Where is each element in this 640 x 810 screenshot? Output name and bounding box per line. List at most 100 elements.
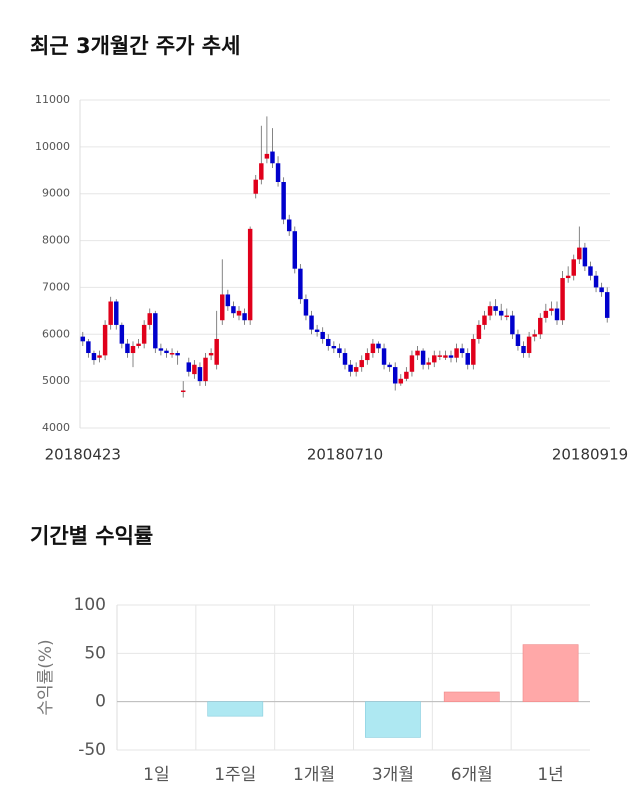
candle-body [337,348,342,354]
candle-body [286,219,292,232]
candle-body [565,275,571,279]
candle-body [342,353,348,365]
candle-body [398,378,404,384]
y-tick-label: 100 [74,595,106,615]
candle-body [242,313,247,321]
candle-body [97,355,102,358]
candle-body [577,247,582,260]
candle-body [376,343,381,349]
chart-title: 최근 3개월간 주가 추세 [30,34,240,58]
candle-body [314,329,320,332]
candle-body [303,299,309,316]
candle-body [498,310,504,316]
candle-body [582,247,588,267]
candle-body [437,355,443,357]
bar [522,644,579,702]
candle-body [476,324,482,339]
candle-body [420,350,426,365]
candle-body [164,350,169,354]
candle-body [560,278,565,321]
candle-body [130,346,136,354]
candle-body [510,315,515,335]
candle-body [348,364,353,372]
y-tick-label: 8000 [42,234,70,247]
y-tick-label: 11000 [35,93,70,106]
candle-body [114,301,119,325]
candle-body [599,287,604,293]
candle-body [365,353,370,361]
candle-body [236,310,242,316]
candle-body [125,343,130,354]
candle-body [153,313,158,349]
candle-body [353,367,359,372]
candle-body [465,353,470,365]
y-axis-label: 수익률(%) [36,639,56,715]
candle-body [588,266,593,276]
candle-body [220,294,225,321]
candle-body [604,292,610,318]
candle-body [370,343,376,354]
chart-title: 기간별 수익률 [30,524,153,548]
candle-body [186,362,192,372]
y-tick-label: 7000 [42,280,70,293]
candle-body [543,310,549,318]
candle-body [493,306,498,311]
candle-body [192,364,197,375]
candle-body [86,341,91,354]
candle-body [471,338,476,365]
candle-body [320,331,325,339]
bar [443,691,500,702]
candle-body [203,357,208,382]
y-tick-label: 50 [84,643,106,663]
candle-body [270,151,275,164]
candle-body [208,353,214,356]
candle-body [141,324,147,344]
x-tick-label: 1일 [143,765,169,785]
candle-body [532,334,537,337]
candle-body [415,350,420,356]
candle-body [292,231,298,269]
candle-body [387,364,392,368]
candle-body [102,324,108,356]
candle-body [197,367,203,382]
candle-body [275,163,281,182]
x-tick-label: 6개월 [451,765,493,785]
candle-body [593,275,599,288]
candle-body [214,338,219,365]
y-tick-label: 10000 [35,140,70,153]
candle-body [298,268,303,300]
candle-body [448,355,454,358]
y-tick-label: -50 [78,740,106,760]
y-tick-label: 6000 [42,327,70,340]
candle-body [392,367,398,384]
bar [207,701,264,717]
candle-body [80,336,86,342]
candle-body [147,313,152,325]
candle-body [482,315,487,325]
x-tick-label: 20180423 [45,446,121,464]
candle-body [253,179,258,194]
candle-body [180,390,186,393]
candle-body [381,348,387,365]
x-tick-label: 3개월 [372,765,414,785]
candle-body [331,346,337,349]
x-tick-label: 20180919 [552,446,628,464]
candle-body [487,306,493,316]
candle-body [264,153,270,159]
candle-body [247,228,253,321]
bar [365,701,421,738]
candle-body [515,334,521,346]
candle-body [571,259,576,276]
candle-body [175,353,180,356]
candle-body [459,348,465,354]
x-tick-label: 1주일 [214,765,256,785]
candle-body [231,306,236,314]
candle-body [426,362,431,365]
candle-body [554,308,560,321]
candle-body [359,360,364,368]
candle-body [443,355,448,358]
candle-body [432,355,437,363]
y-tick-label: 9000 [42,187,70,200]
candle-body [108,301,113,325]
